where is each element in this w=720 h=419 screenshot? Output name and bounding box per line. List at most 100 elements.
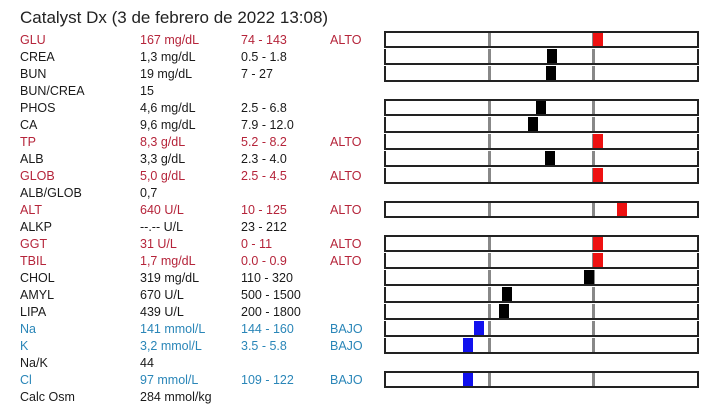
result-row: TBIL 1,7 mg/dL 0.0 - 0.9 ALTO: [0, 253, 720, 270]
result-value: 141 mmol/L: [140, 322, 206, 336]
reference-limit-line: [488, 151, 491, 165]
value-marker: [547, 49, 557, 63]
reference-limit-line: [592, 101, 595, 114]
status-flag: ALTO: [330, 169, 362, 183]
result-value: 19 mg/dL: [140, 67, 193, 81]
range-gauge: [384, 321, 699, 337]
range-gauge: [384, 287, 699, 303]
result-value: 31 U/L: [140, 237, 177, 251]
result-value: 4,6 mg/dL: [140, 101, 196, 115]
reference-range: 0.0 - 0.9: [241, 254, 287, 268]
range-gauge: [384, 151, 699, 167]
range-gauge: [384, 168, 699, 184]
reference-limit-line: [488, 117, 491, 131]
analyte-name: Cl: [20, 373, 32, 387]
result-row: PHOS 4,6 mg/dL 2.5 - 6.8: [0, 100, 720, 117]
status-flag: BAJO: [330, 339, 363, 353]
result-row: ALB 3,3 g/dL 2.3 - 4.0: [0, 151, 720, 168]
value-marker: [536, 101, 546, 114]
reference-limit-line: [488, 134, 491, 148]
result-value: 9,6 mg/dL: [140, 118, 196, 132]
value-marker: [546, 66, 556, 80]
reference-range: 109 - 122: [241, 373, 294, 387]
value-marker: [463, 373, 473, 386]
report-title: Catalyst Dx (3 de febrero de 2022 13:08): [20, 8, 329, 27]
analyte-name: GLOB: [20, 169, 55, 183]
reference-limit-line: [488, 338, 491, 352]
result-value: 284 mmol/kg: [140, 390, 212, 404]
reference-range: 2.3 - 4.0: [241, 152, 287, 166]
range-gauge: [384, 134, 699, 150]
status-flag: BAJO: [330, 373, 363, 387]
reference-limit-line: [488, 237, 491, 250]
reference-limit-line: [592, 49, 595, 63]
result-row: BUN/CREA 15: [0, 83, 720, 100]
analyte-name: AMYL: [20, 288, 55, 302]
reference-limit-line: [592, 151, 595, 165]
analyte-name: LIPA: [20, 305, 47, 319]
reference-range: 74 - 143: [241, 33, 287, 47]
analyte-name: PHOS: [20, 101, 56, 115]
result-value: 319 mg/dL: [140, 271, 200, 285]
reference-range: 0 - 11: [241, 237, 273, 251]
analyte-name: Calc Osm: [20, 390, 75, 404]
result-row: GLOB 5,0 g/dL 2.5 - 4.5 ALTO: [0, 168, 720, 185]
value-marker: [593, 168, 603, 182]
result-row: CA 9,6 mg/dL 7.9 - 12.0: [0, 117, 720, 134]
range-gauge: [384, 338, 699, 354]
value-marker: [617, 203, 627, 216]
reference-limit-line: [592, 321, 595, 335]
result-value: 439 U/L: [140, 305, 184, 319]
reference-range: 0.5 - 1.8: [241, 50, 287, 64]
reference-limit-line: [488, 203, 491, 216]
status-flag: ALTO: [330, 237, 362, 251]
result-value: 0,7: [140, 186, 158, 200]
analyte-name: Na/K: [20, 356, 48, 370]
value-marker: [528, 117, 538, 131]
result-value: 1,3 mg/dL: [140, 50, 196, 64]
analyte-name: GGT: [20, 237, 48, 251]
reference-range: 144 - 160: [241, 322, 294, 336]
result-row: TP 8,3 g/dL 5.2 - 8.2 ALTO: [0, 134, 720, 151]
value-marker: [499, 304, 509, 318]
status-flag: ALTO: [330, 135, 362, 149]
result-value: 1,7 mg/dL: [140, 254, 196, 268]
reference-limit-line: [488, 66, 491, 80]
value-marker: [593, 253, 603, 267]
reference-range: 110 - 320: [241, 271, 293, 285]
reference-limit-line: [488, 33, 491, 46]
status-flag: ALTO: [330, 203, 362, 217]
reference-limit-line: [488, 373, 491, 386]
value-marker: [545, 151, 555, 165]
range-gauge: [384, 201, 699, 218]
range-gauge: [384, 117, 699, 133]
reference-range: 10 - 125: [241, 203, 287, 217]
analyte-name: K: [20, 339, 29, 353]
reference-range: 3.5 - 5.8: [241, 339, 287, 353]
value-marker: [502, 287, 512, 301]
analyte-name: CREA: [20, 50, 55, 64]
result-value: 8,3 g/dL: [140, 135, 186, 149]
range-gauge: [384, 304, 699, 320]
status-flag: ALTO: [330, 33, 362, 47]
range-gauge: [384, 235, 699, 252]
result-value: 640 U/L: [140, 203, 184, 217]
result-row: Na 141 mmol/L 144 - 160 BAJO: [0, 321, 720, 338]
range-gauge: [384, 99, 699, 116]
reference-limit-line: [488, 304, 491, 318]
reference-range: 2.5 - 4.5: [241, 169, 287, 183]
reference-range: 200 - 1800: [241, 305, 301, 319]
reference-limit-line: [488, 101, 491, 114]
range-gauge: [384, 49, 699, 65]
reference-limit-line: [488, 321, 491, 335]
reference-limit-line: [592, 304, 595, 318]
result-row: BUN 19 mg/dL 7 - 27: [0, 66, 720, 83]
reference-limit-line: [592, 373, 595, 386]
result-value: 5,0 g/dL: [140, 169, 186, 183]
analyte-name: ALB/GLOB: [20, 186, 82, 200]
result-row: Cl 97 mmol/L 109 - 122 BAJO: [0, 372, 720, 389]
result-row: AMYL 670 U/L 500 - 1500: [0, 287, 720, 304]
reference-range: 23 - 212: [241, 220, 287, 234]
reference-range: 500 - 1500: [241, 288, 301, 302]
result-row: CHOL 319 mg/dL 110 - 320: [0, 270, 720, 287]
